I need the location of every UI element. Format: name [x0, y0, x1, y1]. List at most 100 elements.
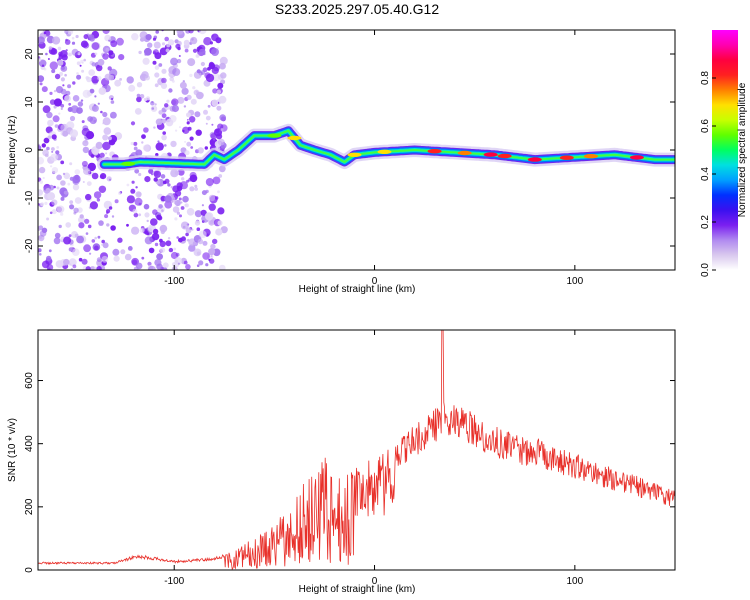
- snr-xlabel: Height of straight line (km): [299, 584, 416, 595]
- noise-blob: [51, 199, 58, 206]
- noise-blob: [97, 102, 100, 105]
- noise-blob: [141, 256, 145, 260]
- noise-blob: [73, 207, 79, 213]
- noise-blob: [65, 90, 71, 96]
- x-tick-label: 0: [372, 276, 378, 287]
- noise-blob: [54, 232, 61, 239]
- noise-blob: [108, 39, 110, 42]
- noise-blob: [46, 264, 54, 270]
- noise-blob: [135, 262, 143, 270]
- noise-blob: [186, 94, 192, 100]
- noise-blob: [81, 258, 88, 265]
- noise-blob: [45, 52, 48, 56]
- noise-blob: [158, 110, 163, 115]
- noise-blob: [112, 248, 120, 256]
- noise-blob: [50, 165, 53, 168]
- noise-blob: [156, 263, 163, 270]
- noise-blob: [131, 180, 135, 184]
- noise-blob: [100, 110, 103, 114]
- noise-blob: [161, 68, 167, 74]
- noise-blob: [177, 46, 181, 51]
- noise-blob: [171, 266, 178, 270]
- noise-blob: [133, 146, 138, 151]
- noise-blob: [45, 187, 51, 194]
- colorbar-label: Normalized spectral amplitude: [737, 82, 748, 217]
- noise-blob: [135, 191, 142, 198]
- noise-blob: [183, 39, 190, 46]
- signal-peak: [497, 153, 512, 159]
- noise-blob: [86, 76, 92, 83]
- noise-blob: [89, 36, 95, 42]
- noise-blob: [105, 152, 108, 155]
- noise-blob: [144, 176, 151, 183]
- noise-blob: [196, 69, 201, 74]
- noise-blob: [159, 47, 168, 56]
- noise-blob: [126, 183, 130, 187]
- noise-blob: [155, 142, 164, 151]
- noise-blob: [38, 59, 47, 68]
- noise-blob: [212, 88, 218, 94]
- noise-blob: [72, 95, 80, 102]
- noise-blob: [43, 67, 47, 71]
- noise-blob: [47, 119, 54, 127]
- noise-blob: [193, 89, 200, 96]
- noise-blob: [136, 93, 141, 98]
- noise-blob: [51, 167, 59, 174]
- noise-blob: [97, 75, 102, 81]
- noise-blob: [182, 129, 185, 133]
- noise-blob: [205, 115, 211, 121]
- noise-blob: [176, 211, 180, 215]
- noise-blob: [136, 96, 142, 103]
- noise-blob: [176, 58, 182, 64]
- noise-blob: [89, 252, 92, 255]
- noise-blob: [118, 54, 125, 61]
- noise-blob: [219, 264, 226, 270]
- noise-blob: [157, 140, 160, 143]
- noise-blob: [205, 122, 208, 125]
- noise-blob: [184, 140, 187, 143]
- noise-blob: [151, 107, 155, 110]
- noise-blob: [71, 48, 79, 56]
- noise-blob: [147, 42, 153, 48]
- noise-blob: [152, 49, 159, 56]
- noise-blob: [78, 257, 83, 262]
- noise-blob: [46, 217, 50, 221]
- noise-blob: [108, 74, 115, 81]
- noise-blob: [128, 84, 136, 92]
- noise-blob: [186, 179, 190, 183]
- noise-blob: [64, 39, 71, 45]
- noise-blob: [162, 131, 166, 135]
- noise-blob: [204, 146, 208, 150]
- noise-blob: [64, 73, 67, 77]
- noise-blob: [68, 247, 74, 252]
- noise-blob: [102, 111, 108, 118]
- noise-blob: [138, 213, 142, 217]
- noise-blob: [161, 134, 167, 141]
- noise-blob: [208, 61, 215, 67]
- noise-blob: [178, 197, 182, 201]
- noise-blob: [183, 105, 187, 108]
- noise-blob: [96, 257, 102, 263]
- noise-blob: [217, 47, 219, 50]
- noise-blob: [198, 230, 207, 239]
- noise-blob: [216, 133, 223, 140]
- noise-blob: [195, 54, 200, 58]
- noise-blob: [142, 57, 150, 65]
- noise-blob: [61, 54, 68, 61]
- x-tick-label: -100: [164, 276, 184, 287]
- noise-blob: [80, 59, 84, 64]
- noise-blob: [165, 48, 170, 53]
- y-tick-label: 20: [24, 48, 35, 60]
- noise-blob: [185, 232, 189, 237]
- noise-blob: [82, 181, 85, 183]
- noise-blob: [162, 262, 169, 269]
- noise-blob: [80, 99, 84, 102]
- noise-blob: [72, 248, 80, 256]
- noise-blob: [46, 255, 52, 262]
- noise-blob: [168, 88, 173, 93]
- noise-blob: [110, 40, 118, 48]
- noise-blob: [189, 186, 195, 192]
- noise-blob: [189, 73, 193, 78]
- noise-blob: [54, 73, 61, 80]
- noise-blob: [170, 169, 179, 178]
